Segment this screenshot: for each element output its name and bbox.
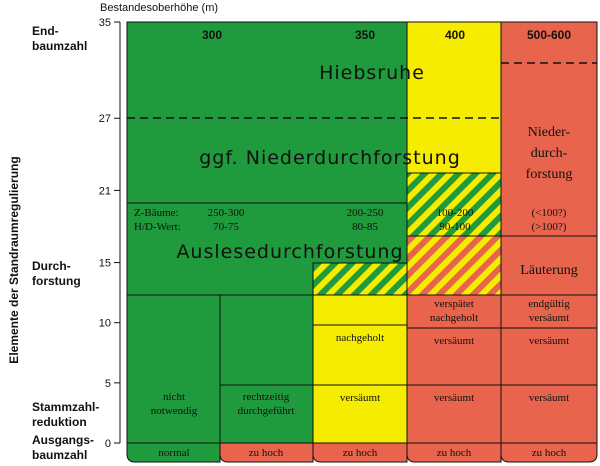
- red-measure: Läuterung: [520, 263, 578, 278]
- cell-texts: nicht notwendig rechtzeitig durchgeführt…: [151, 298, 570, 459]
- bottom-text: normal: [158, 447, 189, 459]
- row-labels: End- baumzahl Durch- forstung Stammzahl-…: [32, 24, 99, 462]
- target-value: 90-100: [439, 221, 471, 233]
- bottom-text: zu hoch: [437, 447, 472, 459]
- target-value: (>100?): [532, 221, 567, 233]
- cell: [219, 294, 314, 386]
- tick-label: 27: [99, 113, 111, 125]
- cell: [312, 384, 408, 444]
- cell: [500, 294, 598, 329]
- cell-text: versäumt: [529, 392, 569, 404]
- tick-label: 5: [105, 378, 111, 390]
- cell-text: versäumt: [529, 312, 569, 324]
- cell-text: versäumt: [340, 392, 380, 404]
- cell-text: nachgeholt: [430, 312, 478, 324]
- tick-label: 15: [99, 258, 111, 270]
- bottom-text: zu hoch: [343, 447, 378, 459]
- column-header: 400: [445, 28, 465, 42]
- target-value: 200-250: [347, 207, 384, 219]
- tick-label: 21: [99, 185, 111, 197]
- row-label: baumzahl: [32, 448, 87, 462]
- measure: ggf. Niederdurchforstung: [199, 147, 461, 169]
- red-measure: durch-: [531, 146, 568, 161]
- red-measure: forstung: [526, 167, 573, 182]
- target-value: 250-300: [208, 207, 245, 219]
- targets: Z-Bäume: H/D-Wert: 250-300 70-75 200-250…: [134, 125, 578, 278]
- row-label: Ausgangs-: [32, 433, 94, 447]
- red-measure: Nieder-: [528, 125, 571, 140]
- target-value: 80-85: [352, 221, 378, 233]
- yellow-block: [406, 21, 502, 174]
- cell: [406, 442, 502, 463]
- cell-text: nachgeholt: [336, 332, 384, 344]
- cell-text: notwendig: [151, 405, 198, 417]
- tick-label: 10: [99, 318, 111, 330]
- column-header: 350: [355, 28, 375, 42]
- side-label: Elemente der Standraumregulierung: [7, 156, 21, 363]
- target-value: 70-75: [213, 221, 239, 233]
- cell: [312, 294, 408, 326]
- target-label: H/D-Wert:: [134, 221, 181, 233]
- target-label: Z-Bäume:: [134, 207, 179, 219]
- cell: [500, 442, 598, 463]
- cell-text: endgültig: [528, 298, 570, 310]
- measures: Hiebsruhe ggf. Niederdurchforstung Ausle…: [176, 62, 461, 263]
- column-header: 300: [202, 28, 222, 42]
- row-label: forstung: [32, 274, 81, 288]
- row-label: Stammzahl-: [32, 400, 99, 414]
- cell: [500, 327, 598, 386]
- column-headers: 300 350 400 500-600: [202, 28, 571, 42]
- hatch-red: [406, 235, 502, 296]
- cell-text: durchgeführt: [238, 405, 295, 417]
- cell-text: versäumt: [529, 335, 569, 347]
- cell-text: rechtzeitig: [243, 391, 290, 403]
- row-label: End-: [32, 24, 59, 38]
- column-header: 500-600: [527, 28, 571, 42]
- cell: [406, 327, 502, 386]
- target-value: (<100?): [532, 207, 567, 219]
- tick-label: 35: [99, 17, 111, 29]
- cell: [126, 294, 221, 444]
- row-label: Durch-: [32, 259, 71, 273]
- regions: [126, 21, 598, 463]
- cell: [500, 384, 598, 444]
- target-value: 100-200: [437, 207, 474, 219]
- cell-text: versäumt: [434, 392, 474, 404]
- bottom-text: zu hoch: [532, 447, 567, 459]
- cell: [219, 442, 314, 463]
- bottom-text: zu hoch: [249, 447, 284, 459]
- tick-label: 0: [105, 438, 111, 450]
- cell: [126, 442, 221, 463]
- cell: [312, 324, 408, 386]
- row-label: reduktion: [32, 415, 87, 429]
- measure: Auslesedurchforstung: [176, 241, 403, 263]
- hatch-green: [312, 262, 408, 296]
- cell-text: nicht: [163, 391, 185, 403]
- green-block: [126, 21, 408, 296]
- measure: Hiebsruhe: [319, 62, 425, 84]
- cell: [312, 442, 408, 463]
- cell-text: versäumt: [434, 335, 474, 347]
- row-label: baumzahl: [32, 39, 87, 53]
- axis-title: Bestandesoberhöhe (m): [100, 2, 218, 14]
- cell-text: verspätet: [434, 298, 474, 310]
- cell: [406, 294, 502, 329]
